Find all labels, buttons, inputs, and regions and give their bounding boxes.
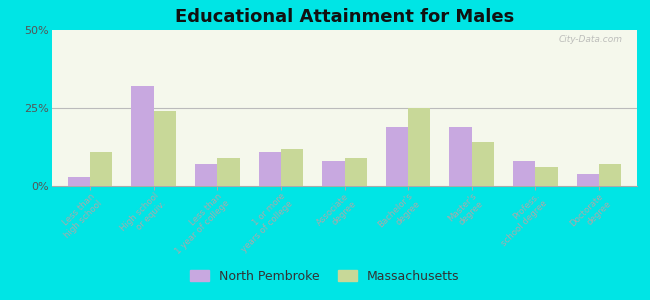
- Bar: [131, 86, 154, 186]
- Bar: [217, 158, 240, 186]
- Bar: [386, 127, 408, 186]
- Bar: [344, 158, 367, 186]
- Bar: [68, 177, 90, 186]
- Bar: [322, 161, 344, 186]
- Title: Educational Attainment for Males: Educational Attainment for Males: [175, 8, 514, 26]
- Bar: [408, 108, 430, 186]
- Bar: [577, 173, 599, 186]
- Bar: [472, 142, 494, 186]
- Bar: [195, 164, 217, 186]
- Bar: [154, 111, 176, 186]
- Bar: [449, 127, 472, 186]
- Text: City-Data.com: City-Data.com: [558, 35, 623, 44]
- Bar: [513, 161, 535, 186]
- Bar: [259, 152, 281, 186]
- Bar: [535, 167, 558, 186]
- Bar: [90, 152, 112, 186]
- Legend: North Pembroke, Massachusetts: North Pembroke, Massachusetts: [185, 265, 465, 288]
- Bar: [281, 148, 303, 186]
- Bar: [599, 164, 621, 186]
